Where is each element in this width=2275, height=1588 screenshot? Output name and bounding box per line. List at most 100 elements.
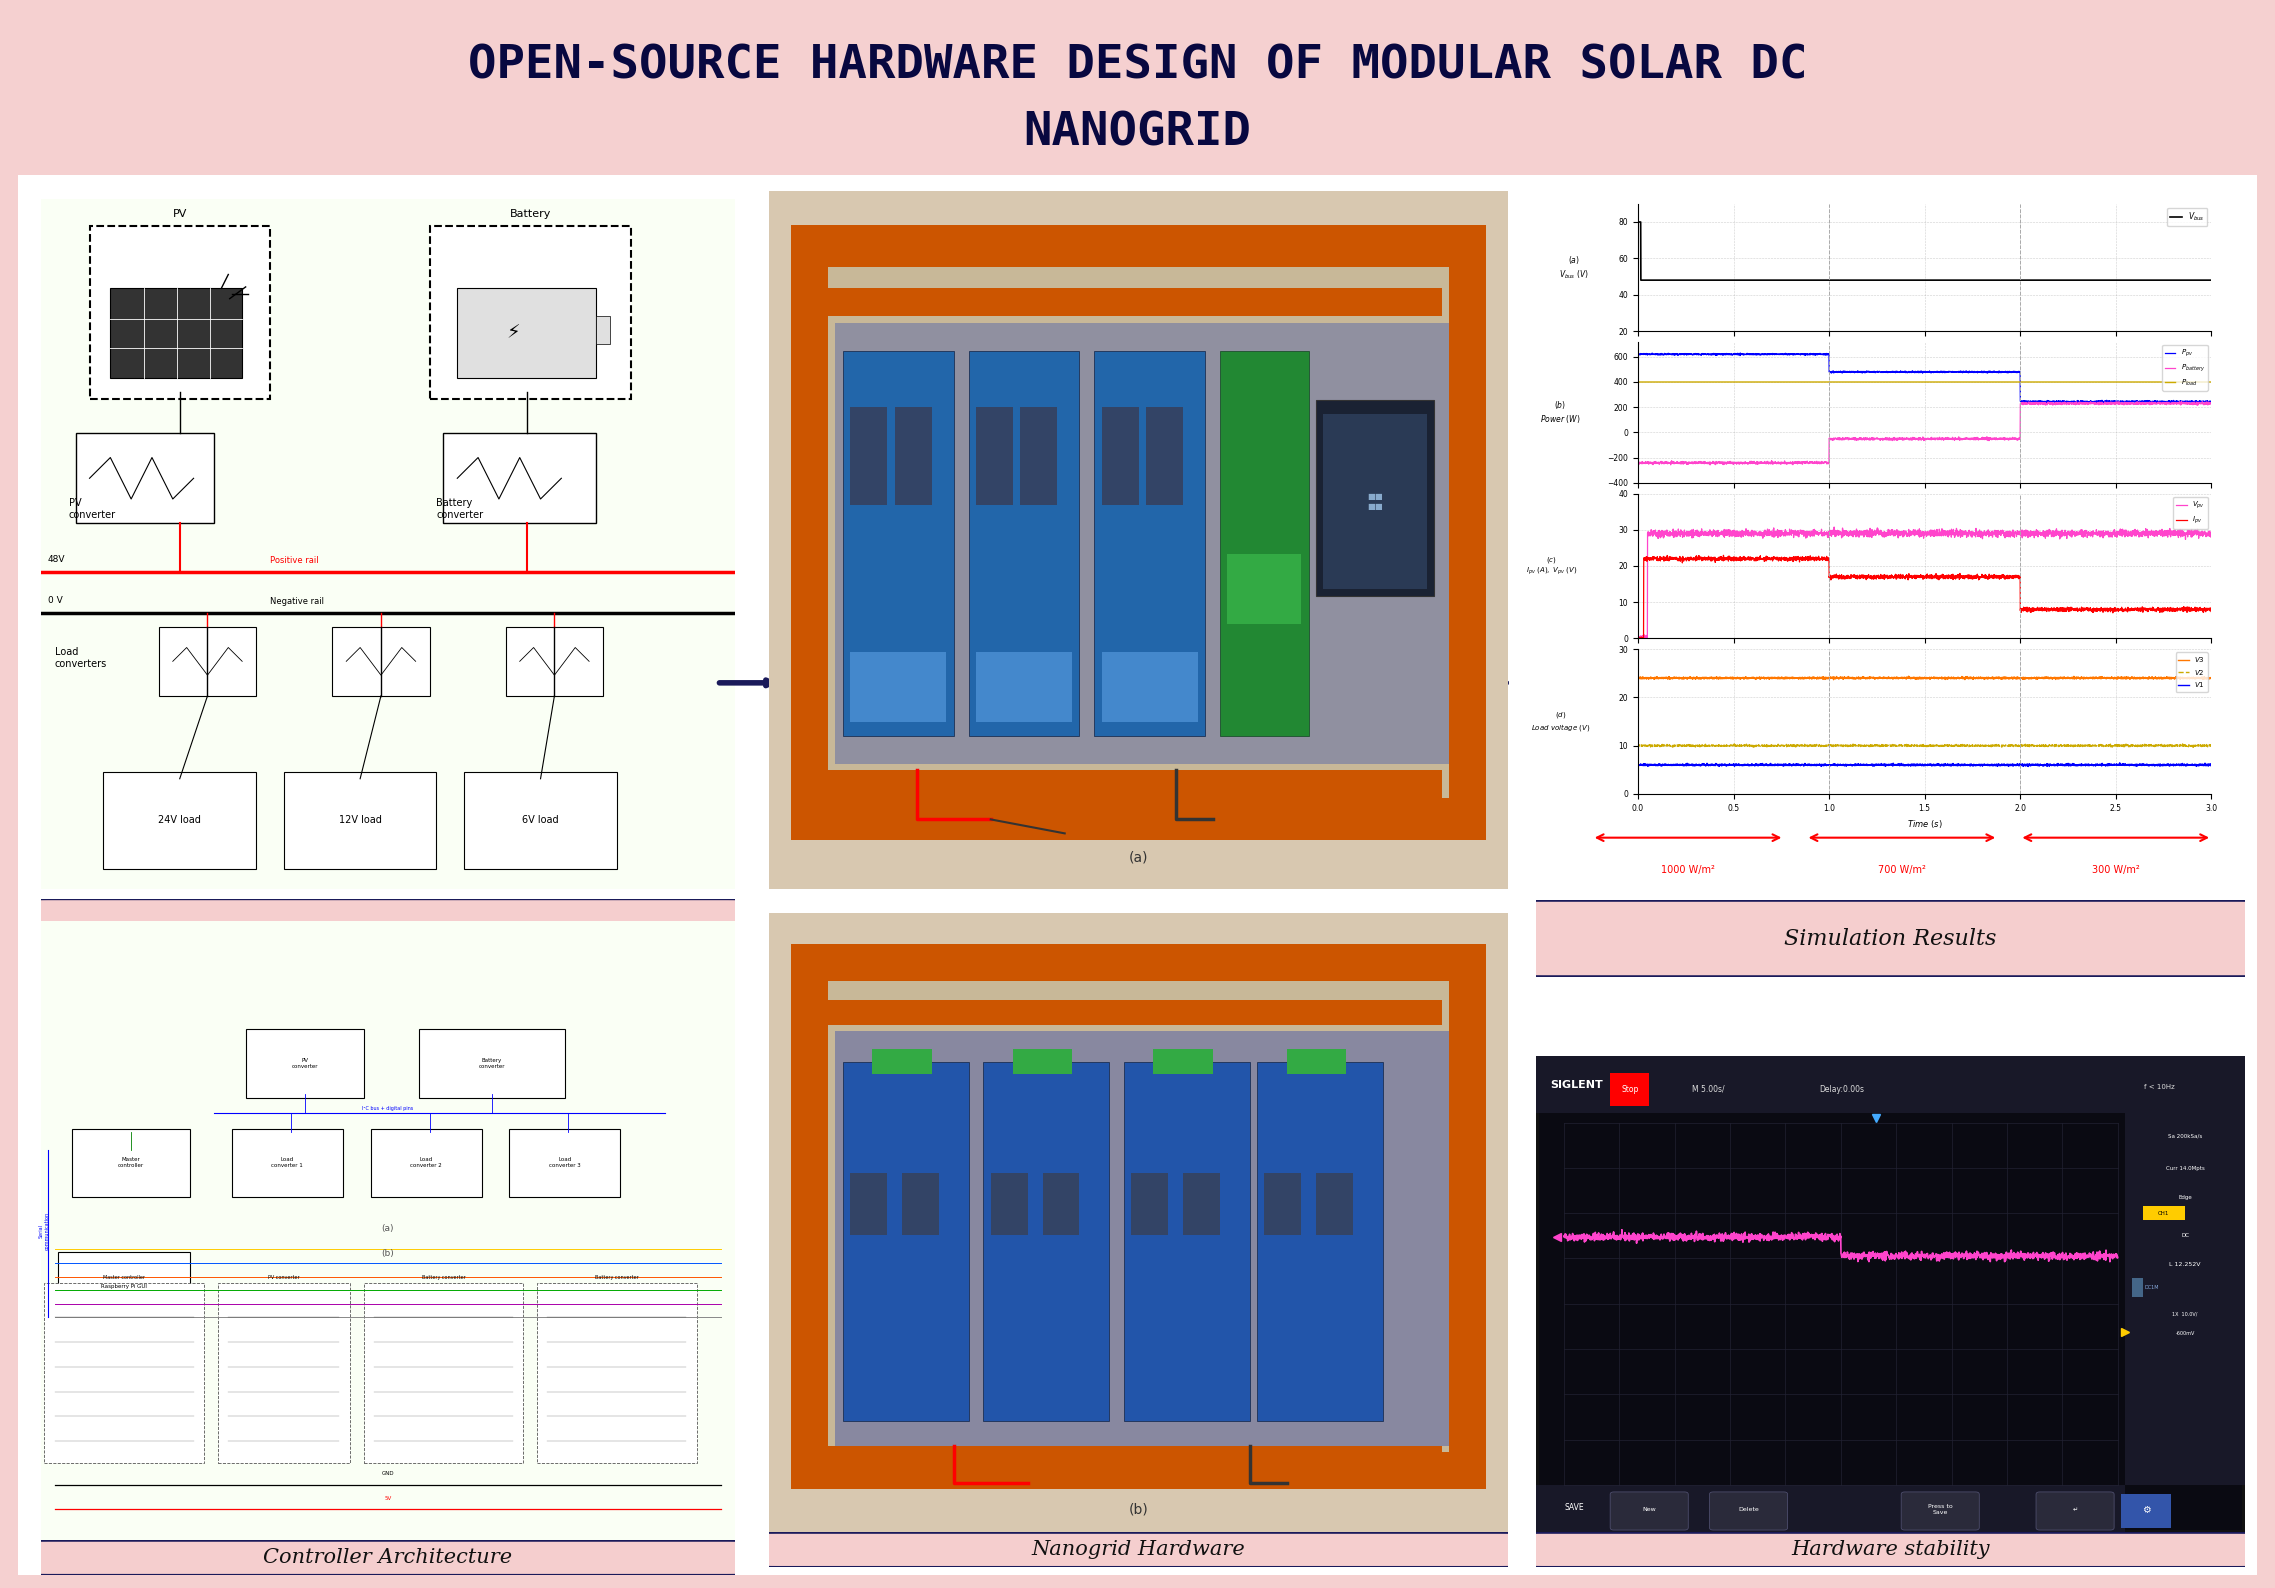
Bar xyxy=(828,289,1442,316)
Bar xyxy=(851,407,887,505)
$V3$ xyxy=(1624,669,1652,688)
FancyBboxPatch shape xyxy=(419,1029,564,1097)
FancyBboxPatch shape xyxy=(218,1283,350,1463)
FancyBboxPatch shape xyxy=(1529,176,2252,896)
FancyBboxPatch shape xyxy=(34,192,742,896)
Text: 1X  10.0V/: 1X 10.0V/ xyxy=(2173,1312,2198,1316)
$V_{pv}$ xyxy=(1870,518,1897,537)
$V_{bus}$ xyxy=(2198,270,2225,289)
$V2$ xyxy=(1624,737,1652,756)
$I_{pv}$ xyxy=(1724,549,1752,569)
Bar xyxy=(1256,1062,1383,1421)
$P_{load}$ xyxy=(2125,373,2152,392)
$V1$ xyxy=(1724,756,1752,775)
$P_{battery}$ xyxy=(1793,456,1820,475)
Text: Battery: Battery xyxy=(510,210,551,219)
FancyBboxPatch shape xyxy=(537,1283,696,1463)
FancyBboxPatch shape xyxy=(0,8,2275,173)
Bar xyxy=(901,1174,940,1235)
$P_{pv}$ xyxy=(1724,345,1752,364)
Bar xyxy=(1147,407,1183,505)
Legend: $V_{bus}$: $V_{bus}$ xyxy=(2168,208,2207,225)
FancyBboxPatch shape xyxy=(89,225,271,399)
Text: Load
converter 1: Load converter 1 xyxy=(271,1158,303,1169)
Text: CH1: CH1 xyxy=(2159,1210,2170,1216)
Y-axis label: $(c)$
$I_{pv}\ (A),\ V_{pv}\ (V)$: $(c)$ $I_{pv}\ (A),\ V_{pv}\ (V)$ xyxy=(1527,554,1577,578)
$P_{pv}$ xyxy=(2182,394,2209,413)
$P_{battery}$ xyxy=(1724,453,1752,472)
Bar xyxy=(976,407,1012,505)
$I_{pv}$ xyxy=(2125,600,2152,619)
$V_{pv}$ xyxy=(1724,521,1752,540)
$V3$ xyxy=(2198,669,2225,688)
X-axis label: $Time\ (s)$: $Time\ (s)$ xyxy=(1906,818,1943,831)
Text: PV: PV xyxy=(173,210,187,219)
Text: Stop: Stop xyxy=(1622,1085,1638,1094)
$V1$ xyxy=(1870,756,1897,775)
FancyBboxPatch shape xyxy=(59,1253,191,1321)
$P_{battery}$ xyxy=(1845,429,1872,448)
$V2$ xyxy=(2186,737,2214,756)
Text: Load
converter 3: Load converter 3 xyxy=(548,1158,580,1169)
Bar xyxy=(1153,1050,1213,1073)
Text: Master
controller: Master controller xyxy=(118,1158,143,1169)
Bar xyxy=(842,1062,969,1421)
$P_{load}$ xyxy=(2186,373,2214,392)
Bar xyxy=(2132,1277,2143,1296)
Bar xyxy=(828,1445,1442,1470)
Bar xyxy=(792,225,1486,267)
Bar xyxy=(976,651,1072,721)
FancyBboxPatch shape xyxy=(246,1029,364,1097)
$V1$ xyxy=(2198,756,2225,775)
$V3$ xyxy=(2186,669,2214,688)
Bar xyxy=(1228,554,1301,624)
Bar xyxy=(457,289,596,378)
$V3$ xyxy=(1870,669,1897,688)
Bar xyxy=(851,651,946,721)
FancyBboxPatch shape xyxy=(14,1540,762,1575)
Y-axis label: $(b)$
$Power\ (W)$: $(b)$ $Power\ (W)$ xyxy=(1540,400,1581,426)
$V_{pv}$ xyxy=(2125,524,2152,543)
$V_{bus}$ xyxy=(2186,270,2214,289)
Bar xyxy=(992,1174,1028,1235)
Text: I²C bus + digital pins: I²C bus + digital pins xyxy=(362,1105,414,1112)
Text: 1000 W/m²: 1000 W/m² xyxy=(1661,864,1715,875)
$P_{battery}$ xyxy=(2036,392,2063,411)
Bar xyxy=(1324,414,1426,589)
Text: Battery
converter: Battery converter xyxy=(437,499,485,519)
$P_{pv}$ xyxy=(1845,362,1872,381)
$V_{pv}$ xyxy=(1624,632,1652,651)
FancyBboxPatch shape xyxy=(73,1129,191,1197)
$V_{pv}$ xyxy=(2198,522,2225,542)
Text: -600mV: -600mV xyxy=(2175,1331,2195,1336)
FancyBboxPatch shape xyxy=(510,1129,621,1197)
Legend: $V_{pv}$, $I_{pv}$: $V_{pv}$, $I_{pv}$ xyxy=(2173,497,2207,529)
FancyBboxPatch shape xyxy=(0,160,2275,1588)
Bar xyxy=(1536,1485,2125,1532)
Bar xyxy=(969,351,1081,735)
Text: 700 W/m²: 700 W/m² xyxy=(1877,864,1927,875)
Bar xyxy=(792,225,1486,840)
Text: Battery
converter: Battery converter xyxy=(478,1058,505,1069)
$P_{pv}$ xyxy=(2198,392,2225,411)
Text: 24V load: 24V load xyxy=(159,815,200,826)
Bar xyxy=(109,289,241,378)
Bar xyxy=(894,407,933,505)
Text: DC1M: DC1M xyxy=(2145,1285,2159,1289)
Text: Positive rail: Positive rail xyxy=(271,556,318,565)
Text: (b): (b) xyxy=(382,1250,394,1258)
Line: $I_{pv}$: $I_{pv}$ xyxy=(1638,556,2211,642)
Text: SAVE: SAVE xyxy=(1563,1504,1583,1512)
$I_{pv}$ xyxy=(1845,567,1872,586)
FancyBboxPatch shape xyxy=(762,184,1515,896)
$P_{load}$ xyxy=(1624,373,1652,392)
Text: ⚙: ⚙ xyxy=(2141,1504,2150,1515)
$V2$ xyxy=(1870,737,1897,756)
$V1$ xyxy=(1690,756,1718,775)
Text: Battery converter: Battery converter xyxy=(421,1275,466,1280)
$I_{pv}$ xyxy=(2186,600,2214,619)
Bar xyxy=(1315,400,1436,596)
Line: $V3$: $V3$ xyxy=(1638,676,2211,680)
Line: $V2$: $V2$ xyxy=(1638,743,2211,748)
Bar xyxy=(1012,1050,1072,1073)
